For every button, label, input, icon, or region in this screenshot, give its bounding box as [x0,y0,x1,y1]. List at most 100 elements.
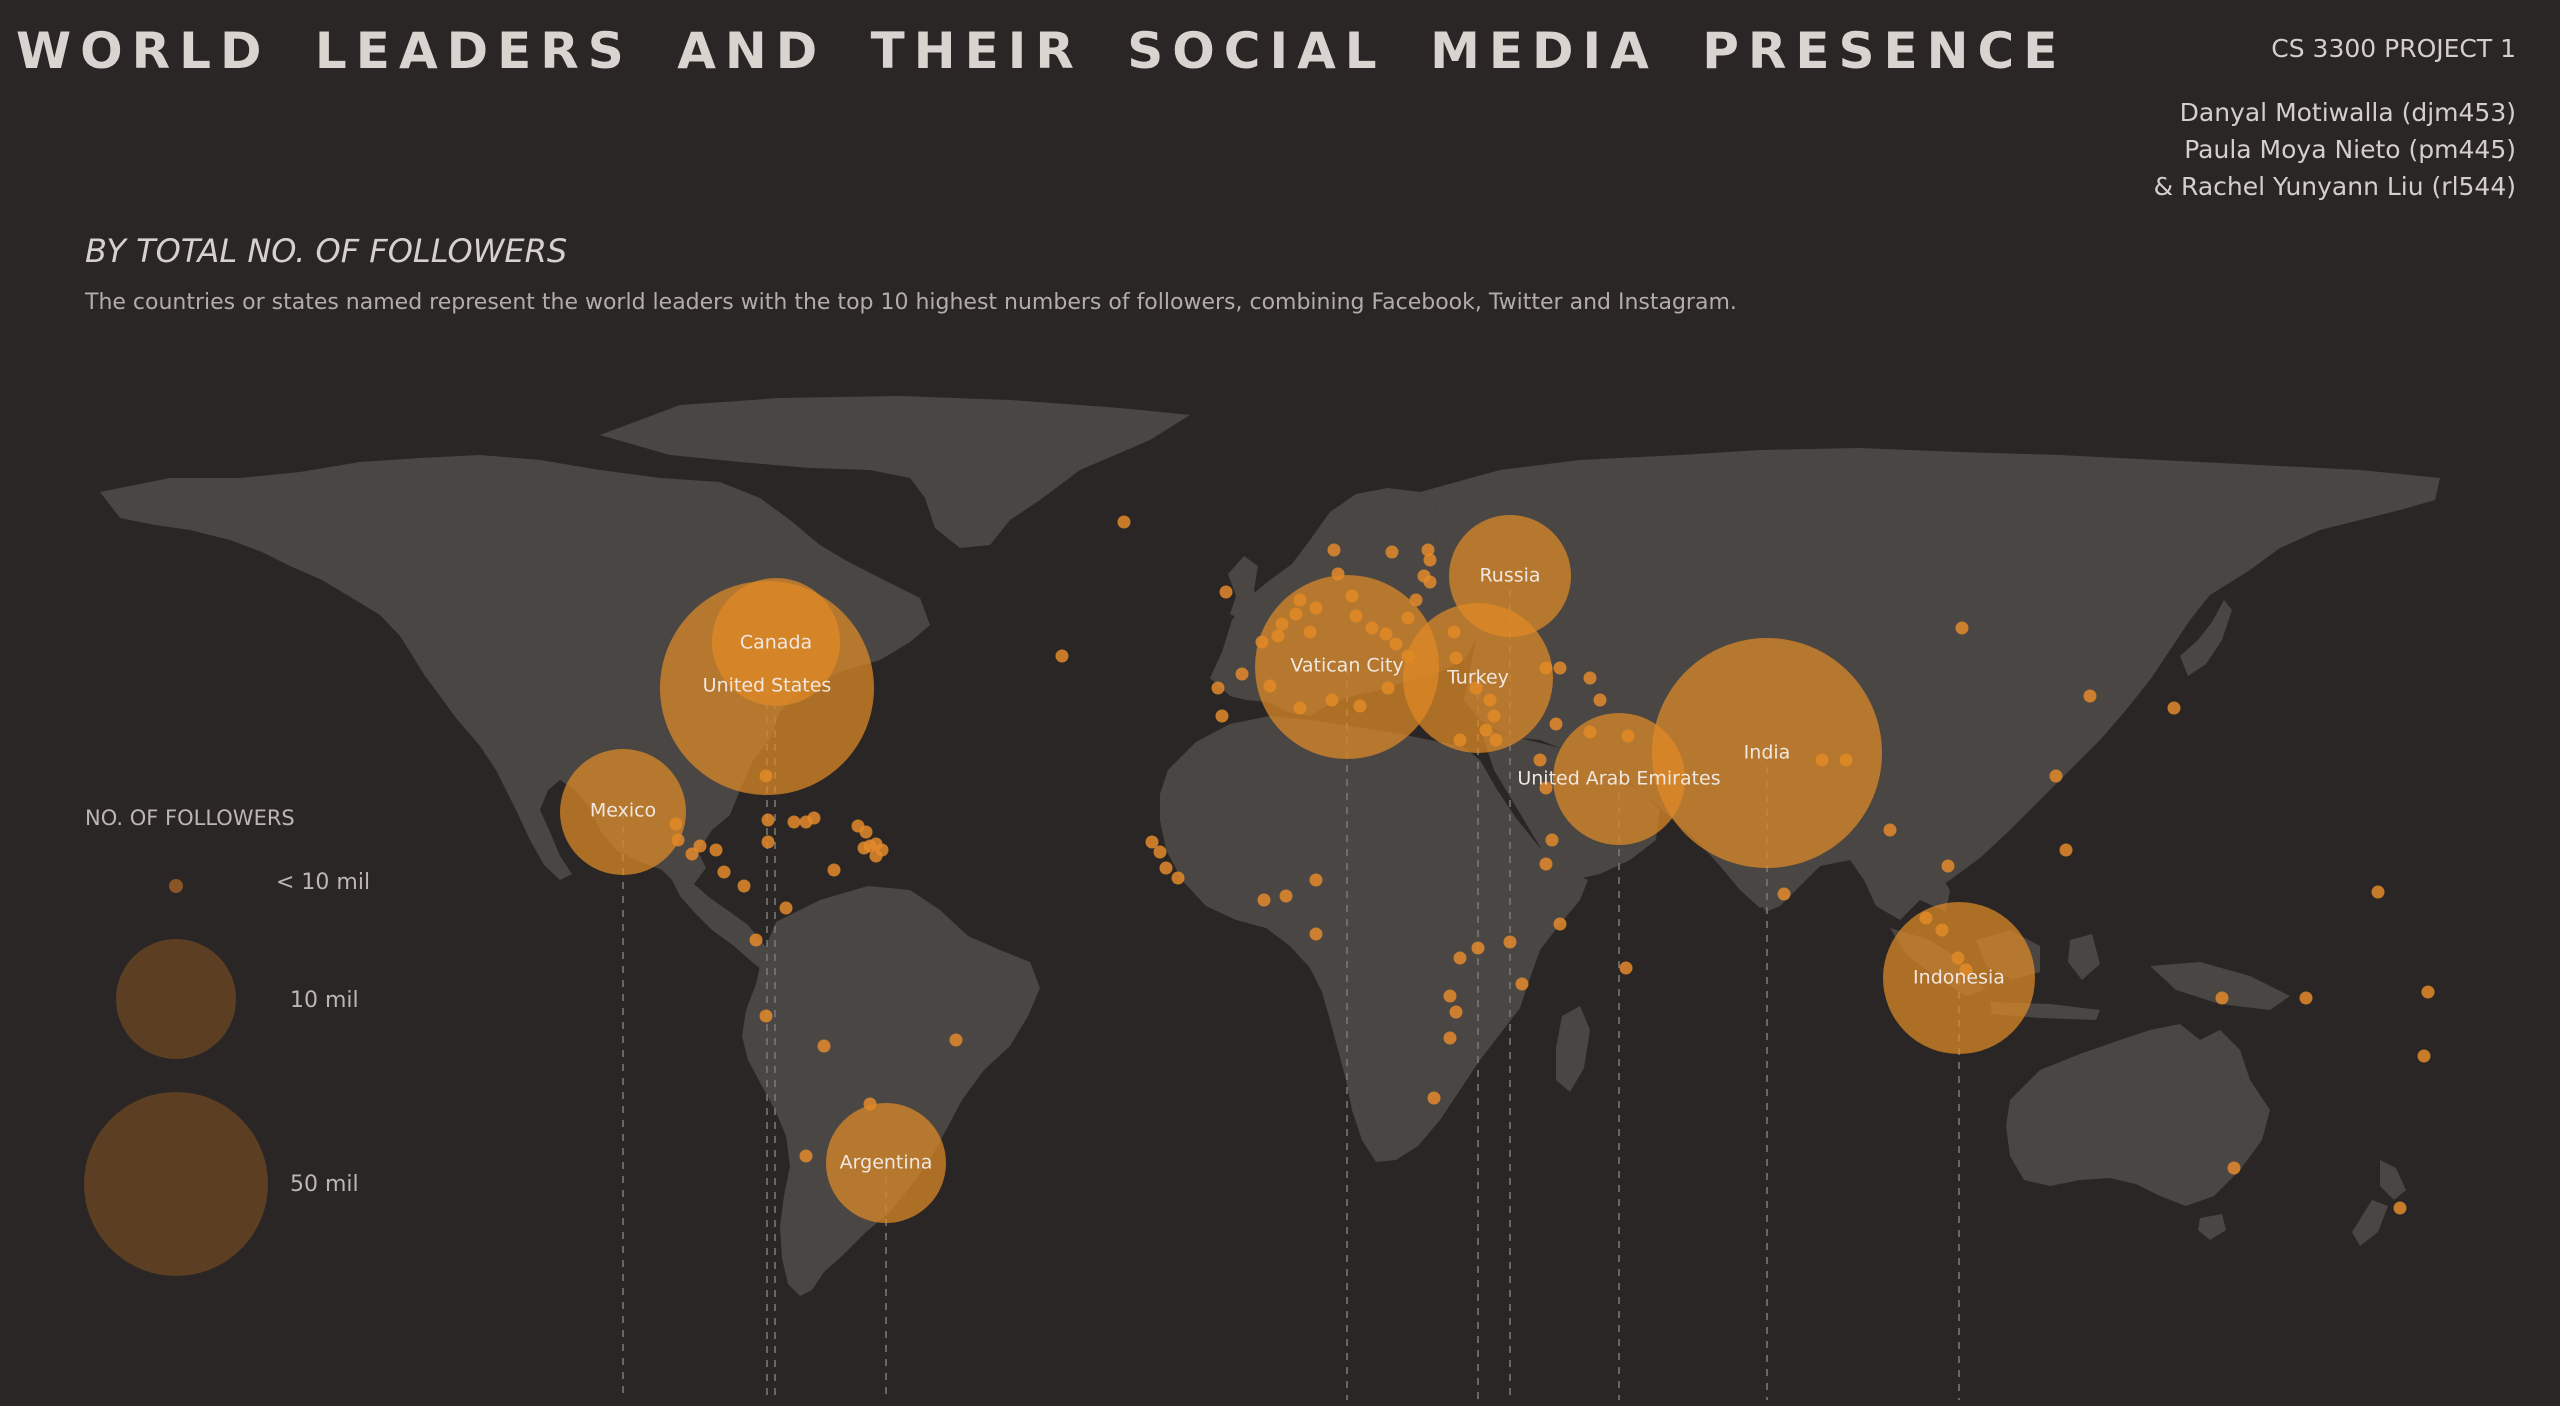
bubble-india[interactable] [1652,638,1882,868]
bubble-turkey[interactable] [1403,603,1553,753]
leader-dot[interactable] [2299,991,2313,1005]
bubble-argentina[interactable] [826,1103,946,1223]
legend-bubble-large [84,1092,268,1276]
leader-dot[interactable] [1777,887,1791,901]
leader-dot[interactable] [1883,823,1897,837]
leader-dot[interactable] [1619,961,1633,975]
leader-dot[interactable] [857,841,871,855]
leader-dot[interactable] [2421,985,2435,999]
leader-dot[interactable] [685,847,699,861]
leader-dot[interactable] [1533,753,1547,767]
leader-dot[interactable] [1235,667,1249,681]
legend-title: NO. OF FOLLOWERS [85,806,295,830]
bubble-indonesia[interactable] [1883,902,2035,1054]
leader-dot[interactable] [1327,543,1341,557]
leader-dot[interactable] [1545,833,1559,847]
leader-dot[interactable] [817,1039,831,1053]
leader-dot[interactable] [2059,843,2073,857]
leader-dot[interactable] [1449,1005,1463,1019]
leader-dot[interactable] [1211,681,1225,695]
leader-dot[interactable] [1443,989,1457,1003]
leader-dot[interactable] [1309,927,1323,941]
leader-dot[interactable] [779,901,793,915]
leader-dot[interactable] [787,815,801,829]
land-scandinavia [1330,498,1430,596]
leader-dot[interactable] [2393,1201,2407,1215]
leader-dot[interactable] [1553,661,1567,675]
land-new-zealand [2352,1160,2406,1246]
leader-dot[interactable] [2215,991,2229,1005]
leader-dot[interactable] [693,839,707,853]
leader-dot[interactable] [1117,515,1131,529]
legend-label-large: 50 mil [290,1172,359,1197]
leader-dot[interactable] [759,1009,773,1023]
leader-dot[interactable] [2083,689,2097,703]
course-label: CS 3300 PROJECT 1 [2271,34,2516,63]
leader-dot[interactable] [1421,543,1435,557]
leader-dot[interactable] [1583,671,1597,685]
bubble-canada[interactable] [712,578,840,706]
leader-dot[interactable] [1515,977,1529,991]
leader-dot[interactable] [1055,649,1069,663]
leader-dot[interactable] [1539,857,1553,871]
land-south-america [742,886,1040,1296]
leader-dot[interactable] [1539,781,1553,795]
leader-dot[interactable] [1443,1031,1457,1045]
leader-dot[interactable] [1503,935,1517,949]
leader-dot[interactable] [1257,893,1271,907]
leader-dot[interactable] [869,837,883,851]
leader-dot[interactable] [737,879,751,893]
leader-dot[interactable] [761,813,775,827]
leader-dot[interactable] [1453,951,1467,965]
leader-dot[interactable] [1955,621,1969,635]
leader-dot[interactable] [1553,917,1567,931]
leader-dot[interactable] [1279,889,1293,903]
leader-dot[interactable] [761,835,775,849]
leader-dot[interactable] [1385,545,1399,559]
land-britain [1228,556,1262,622]
leader-dot[interactable] [749,933,763,947]
land-australia [2006,1024,2270,1206]
bubble-label-mexico: Mexico [590,800,656,822]
land-southeast-asia [1880,820,1950,912]
leader-dot[interactable] [2227,1161,2241,1175]
leader-dot[interactable] [799,1149,813,1163]
bubble-mexico[interactable] [560,749,686,875]
bubble-label-united-arab-emirates: United Arab Emirates [1517,768,1720,790]
leader-dot[interactable] [717,865,731,879]
leader-dot[interactable] [949,1033,963,1047]
legend-bubble-medium [116,939,236,1059]
page-title: WORLD LEADERS AND THEIR SOCIAL MEDIA PRE… [16,22,2067,80]
leader-dot[interactable] [1549,717,1563,731]
author-list: Danyal Motiwalla (djm453) Paula Moya Nie… [2154,94,2516,205]
leader-dot[interactable] [1471,941,1485,955]
leader-dot[interactable] [2049,769,2063,783]
leader-dot[interactable] [1153,845,1167,859]
leader-dot[interactable] [859,825,873,839]
leader-dot[interactable] [2371,885,2385,899]
leader-dot[interactable] [1423,553,1437,567]
bubble-label-canada: Canada [740,632,812,654]
bubble-vatican-city[interactable] [1255,575,1439,759]
legend-label-small: < 10 mil [276,870,371,895]
bubble-label-indonesia: Indonesia [1913,967,2005,989]
leader-dot[interactable] [1309,873,1323,887]
leader-dot[interactable] [827,863,841,877]
leader-dot[interactable] [1427,1091,1441,1105]
leader-dot[interactable] [709,843,723,857]
leader-dot[interactable] [807,811,821,825]
leader-dot[interactable] [1941,859,1955,873]
leader-dot[interactable] [1145,835,1159,849]
top-leader-bubbles [560,515,2035,1223]
bubble-label-argentina: Argentina [840,1152,933,1174]
bubble-united-arab-emirates[interactable] [1553,713,1685,845]
leader-dot[interactable] [2167,701,2181,715]
leader-dot[interactable] [1219,585,1233,599]
leader-dot[interactable] [2417,1049,2431,1063]
leader-dot[interactable] [1215,709,1229,723]
leader-dot[interactable] [1593,693,1607,707]
leader-dot[interactable] [1423,575,1437,589]
leader-dot[interactable] [1171,871,1185,885]
leader-dot[interactable] [1159,861,1173,875]
